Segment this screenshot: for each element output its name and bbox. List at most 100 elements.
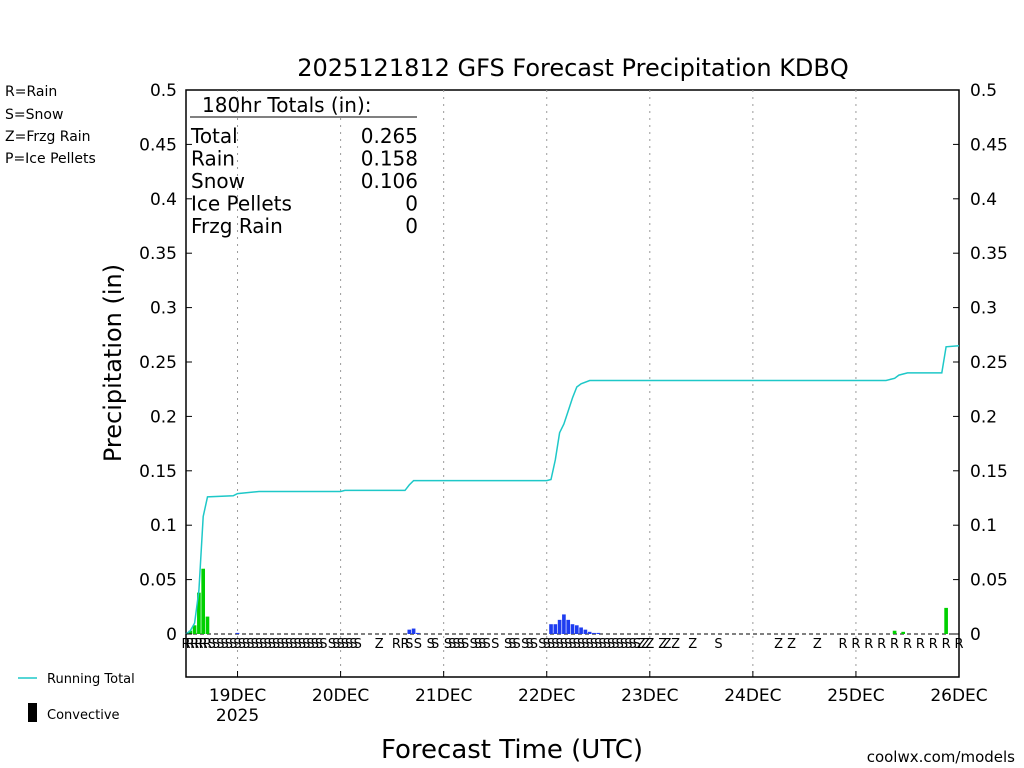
ptype-letter: R xyxy=(194,637,203,652)
ptype-letter: S xyxy=(478,637,486,652)
x-tick-label: 25DEC xyxy=(827,686,884,706)
ptype-letter: S xyxy=(431,637,439,652)
bar-snow xyxy=(416,632,420,634)
totals-row-value: 0.106 xyxy=(361,169,418,193)
ptype-letter: S xyxy=(328,637,336,652)
ptype-letter: S xyxy=(508,637,516,652)
x-tick-label: 19DEC xyxy=(209,686,266,706)
x-tick-label: 21DEC xyxy=(415,686,472,706)
ptype-letter: S xyxy=(225,637,233,652)
ptype-letter: Z xyxy=(641,637,650,652)
running-total-series xyxy=(185,344,960,635)
ptype-letter: S xyxy=(551,637,559,652)
ptype-letter: Z xyxy=(375,637,384,652)
ptype-letter: R xyxy=(851,637,860,652)
ptype-letter: S xyxy=(624,637,632,652)
ptype-letter: S xyxy=(444,637,452,652)
precip-bars xyxy=(188,568,948,634)
legend-rain: R=Rain xyxy=(5,84,57,100)
y-tick-label-left: 0.2 xyxy=(150,407,177,427)
x-tick-label: 23DEC xyxy=(621,686,678,706)
ptype-letter: S xyxy=(457,637,465,652)
x-tick-label: 24DEC xyxy=(724,686,781,706)
y-tick-label-left: 0.45 xyxy=(139,135,177,155)
ptype-letter: Z xyxy=(774,637,783,652)
ptype-letter: S xyxy=(276,637,284,652)
y-tick-label-right: 0.1 xyxy=(970,516,997,536)
ptype-letter: R xyxy=(942,637,951,652)
ptype-letter: R xyxy=(890,637,899,652)
ptype-letter: S xyxy=(620,637,628,652)
ptype-letter: R xyxy=(199,637,208,652)
ptype-letter: R xyxy=(864,637,873,652)
totals-box: 180hr Totals (in): Total 0.265 Rain 0.158 Sn… xyxy=(190,93,418,238)
y-tick-label-right: 0.5 xyxy=(970,81,997,101)
ptype-letter: S xyxy=(336,637,344,652)
y-tick-label-right: 0.3 xyxy=(970,299,997,319)
y-tick-label-right: 0.45 xyxy=(970,135,1008,155)
bar-rain xyxy=(944,607,948,634)
ptype-letter: S xyxy=(349,637,357,652)
ptype-letter: S xyxy=(315,637,323,652)
totals-row-label: Rain xyxy=(191,147,235,171)
totals-row-value: 0 xyxy=(405,214,418,238)
ptype-letter: S xyxy=(246,637,254,652)
ptype-letter: S xyxy=(714,637,722,652)
ptype-letter: S xyxy=(573,637,581,652)
x-axis-label: Forecast Time (UTC) xyxy=(381,735,643,765)
ptype-letter: S xyxy=(560,637,568,652)
y-tick-label-right: 0.4 xyxy=(970,190,997,210)
ptype-letter: S xyxy=(251,637,259,652)
bar-rain xyxy=(901,631,905,634)
bar-snow xyxy=(557,619,562,634)
ptype-letter: S xyxy=(345,637,353,652)
ptype-letter: S xyxy=(513,637,521,652)
ptype-letter: S xyxy=(555,637,563,652)
ptype-letter: R xyxy=(929,637,938,652)
ptype-letter: S xyxy=(221,637,229,652)
x-tick-sublabel: 2025 xyxy=(216,706,259,726)
legend-frzg-rain: Z=Frzg Rain xyxy=(5,129,91,145)
ptype-letter: S xyxy=(547,637,555,652)
ptype-letter: S xyxy=(319,637,327,652)
ptype-letter: S xyxy=(229,637,237,652)
x-tick-label: 20DEC xyxy=(312,686,369,706)
y-tick-label-left: 0.15 xyxy=(139,462,177,482)
ptype-letter: S xyxy=(590,637,598,652)
ptype-letter: S xyxy=(281,637,289,652)
totals-row-value: 0.265 xyxy=(361,124,418,148)
ptype-letter: S xyxy=(259,637,267,652)
ptype-letter: S xyxy=(491,637,499,652)
bar-snow xyxy=(549,624,553,634)
running-total-legend: Running Total xyxy=(47,672,135,687)
day-gridlines xyxy=(237,90,857,677)
ptype-letter: S xyxy=(242,637,250,652)
ptype-letter: R xyxy=(954,637,963,652)
ptype-letter: S xyxy=(543,637,551,652)
ptype-letter: R xyxy=(186,637,195,652)
ptype-letter: R xyxy=(877,637,886,652)
legend-snow: S=Snow xyxy=(5,107,63,123)
bar-rain xyxy=(197,592,201,634)
ptype-letter: S xyxy=(216,637,224,652)
ptype-letter: R xyxy=(916,637,925,652)
y-tick-label-left: 0.35 xyxy=(139,244,177,264)
y-tick-label-right: 0.05 xyxy=(970,571,1008,591)
ptype-letter: Z xyxy=(688,637,697,652)
bar-rain xyxy=(188,630,193,634)
ptype-letter: S xyxy=(530,637,538,652)
ptype-letter: Z xyxy=(663,637,672,652)
ptype-letter: S xyxy=(332,637,340,652)
ptype-letter: S xyxy=(521,637,529,652)
plot-frame xyxy=(185,89,960,678)
ptype-letter: R xyxy=(392,637,401,652)
ptype-letter: S xyxy=(470,637,478,652)
ptype-letter: S xyxy=(586,637,594,652)
ptype-letter: S xyxy=(461,637,469,652)
ptype-letter: S xyxy=(272,637,280,652)
convective-swatch xyxy=(28,703,37,722)
ptype-letter: S xyxy=(568,637,576,652)
ptype-letter: S xyxy=(607,637,615,652)
